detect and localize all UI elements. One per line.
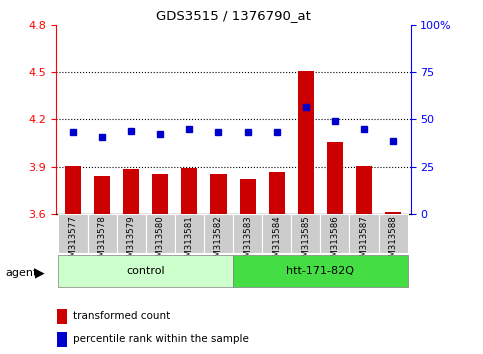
Text: control: control — [127, 266, 165, 276]
Text: GSM313577: GSM313577 — [69, 215, 77, 268]
Bar — [87, 214, 117, 253]
Text: htt-171-82Q: htt-171-82Q — [286, 266, 355, 276]
Bar — [262, 214, 291, 253]
Title: GDS3515 / 1376790_at: GDS3515 / 1376790_at — [156, 9, 311, 22]
Bar — [233, 214, 262, 253]
Bar — [152, 174, 168, 214]
Bar — [356, 166, 372, 214]
Bar — [211, 174, 227, 214]
Bar — [58, 214, 87, 253]
Bar — [298, 72, 314, 214]
Text: GSM313583: GSM313583 — [243, 215, 252, 268]
Text: ▶: ▶ — [35, 267, 44, 280]
Text: agent: agent — [6, 268, 38, 278]
Bar — [233, 255, 408, 287]
Text: GSM313582: GSM313582 — [214, 215, 223, 268]
Bar — [269, 172, 284, 214]
Bar — [349, 214, 379, 253]
Bar — [57, 332, 68, 347]
Bar — [204, 214, 233, 253]
Text: GSM313587: GSM313587 — [359, 215, 369, 268]
Bar — [175, 214, 204, 253]
Bar — [240, 179, 256, 214]
Bar — [146, 214, 175, 253]
Bar — [65, 166, 81, 214]
Text: GSM313578: GSM313578 — [98, 215, 107, 268]
Bar — [385, 212, 401, 214]
Text: GSM313584: GSM313584 — [272, 215, 281, 268]
Bar — [327, 142, 343, 214]
Bar — [57, 309, 68, 324]
Bar — [379, 214, 408, 253]
Bar — [182, 167, 198, 214]
Bar — [291, 214, 320, 253]
Text: GSM313588: GSM313588 — [389, 215, 398, 268]
Text: transformed count: transformed count — [73, 312, 170, 321]
Bar — [123, 169, 139, 214]
Bar — [94, 176, 110, 214]
Text: GSM313580: GSM313580 — [156, 215, 165, 268]
Text: GSM313579: GSM313579 — [127, 215, 136, 268]
Bar — [117, 214, 146, 253]
Bar — [58, 255, 233, 287]
Text: percentile rank within the sample: percentile rank within the sample — [73, 335, 249, 344]
Text: GSM313586: GSM313586 — [330, 215, 340, 268]
Text: GSM313581: GSM313581 — [185, 215, 194, 268]
Bar — [320, 214, 349, 253]
Text: GSM313585: GSM313585 — [301, 215, 310, 268]
